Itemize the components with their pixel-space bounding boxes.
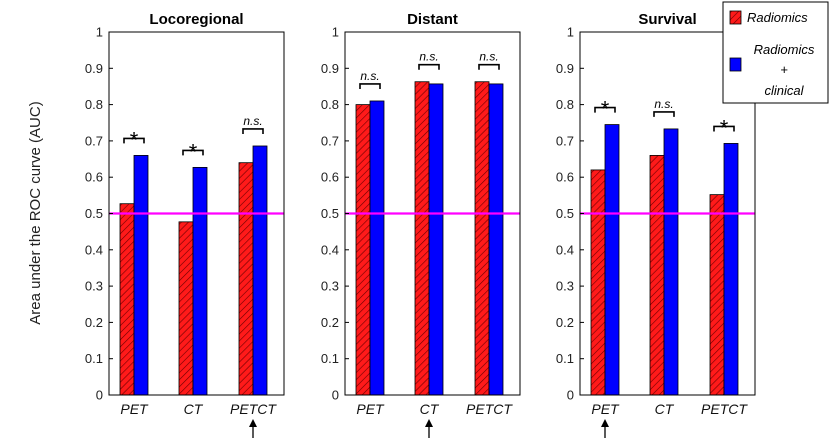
y-axis-label: Area under the ROC curve (AUC) xyxy=(27,101,44,324)
bar-radiomics xyxy=(414,81,430,396)
y-tick-label: 1 xyxy=(96,25,103,40)
legend-swatch-radiomics xyxy=(729,10,742,25)
panel-1: * PET * CT n.s. PETCT 0 0.1 0.2 0.3 0.4 0.5 0.6 0.7 0.… xyxy=(85,11,285,438)
legend-label-radiomics: Radiomics xyxy=(747,10,808,25)
bar-radiomics-clinical xyxy=(488,83,504,396)
panel-2: n.s. PET n.s. CT n.s. PETCT 0 0.1 0.2 0.3 0.4 0.5 0.… xyxy=(321,11,521,438)
y-tick-label: 0.3 xyxy=(556,279,574,294)
significance-bracket xyxy=(713,125,735,132)
y-tick-label: 0.8 xyxy=(321,97,339,112)
y-tick-label: 0.4 xyxy=(85,242,103,257)
bar-radiomics-clinical xyxy=(604,124,620,396)
significance-label: * xyxy=(601,97,610,122)
y-tick-label: 0.3 xyxy=(85,279,103,294)
significance-label: n.s. xyxy=(360,69,379,83)
y-tick-label: 0 xyxy=(567,388,574,403)
y-tick-label: 0.3 xyxy=(321,279,339,294)
bar-radiomics xyxy=(649,155,665,396)
y-tick-label: 0.5 xyxy=(85,206,103,221)
y-tick-label: 1 xyxy=(567,25,574,40)
y-tick-label: 0.6 xyxy=(85,170,103,185)
bar-radiomics-clinical xyxy=(133,155,149,396)
bar-radiomics xyxy=(355,104,371,396)
panel-title: Survival xyxy=(638,11,696,28)
bar-radiomics-clinical xyxy=(723,143,739,396)
bar-radiomics xyxy=(590,169,606,396)
bar-radiomics-clinical xyxy=(252,145,268,396)
y-tick-label: 0.1 xyxy=(321,351,339,366)
significance-label: * xyxy=(720,115,729,140)
y-tick-label: 0.5 xyxy=(321,206,339,221)
significance-label: * xyxy=(130,127,139,152)
y-tick-label: 0.4 xyxy=(321,242,339,257)
bar-radiomics-clinical xyxy=(192,166,208,396)
arrow-head-icon xyxy=(249,419,257,427)
y-tick-label: 0 xyxy=(332,388,339,403)
x-tick-label: PET xyxy=(356,401,385,417)
significance-bracket xyxy=(123,137,145,144)
y-tick-label: 0.7 xyxy=(556,133,574,148)
x-tick-label: CT xyxy=(420,401,440,417)
y-tick-label: 0.9 xyxy=(556,61,574,76)
panel-title: Distant xyxy=(407,11,458,28)
y-tick-label: 0.8 xyxy=(85,97,103,112)
significance-bracket xyxy=(653,111,675,117)
x-tick-label: PETCT xyxy=(466,401,513,417)
significance-label: n.s. xyxy=(419,50,438,64)
bar-radiomics xyxy=(238,162,254,396)
legend-label-radiomics-clinical: Radiomics xyxy=(754,42,815,57)
bar-radiomics-clinical xyxy=(369,100,385,396)
x-tick-label: CT xyxy=(655,401,675,417)
bar-radiomics-clinical xyxy=(663,128,679,396)
y-tick-label: 0.9 xyxy=(85,61,103,76)
panel-title: Locoregional xyxy=(149,11,243,28)
y-tick-label: 0.4 xyxy=(556,242,574,257)
y-tick-label: 0.6 xyxy=(321,170,339,185)
significance-label: n.s. xyxy=(243,114,262,128)
x-tick-label: CT xyxy=(184,401,204,417)
x-tick-label: PET xyxy=(120,401,149,417)
panel-3: * PET n.s. CT * PETCT 0 0.1 0.2 0.3 0.4 0.5 0.6 0.7 0.… xyxy=(556,11,756,438)
y-tick-label: 0.7 xyxy=(85,133,103,148)
y-tick-label: 0.2 xyxy=(556,315,574,330)
y-tick-label: 0.7 xyxy=(321,133,339,148)
significance-bracket xyxy=(359,83,381,89)
y-tick-label: 0.9 xyxy=(321,61,339,76)
bar-radiomics xyxy=(178,221,194,396)
y-tick-label: 0.5 xyxy=(556,206,574,221)
significance-bracket xyxy=(478,63,500,70)
x-tick-label: PETCT xyxy=(230,401,277,417)
significance-label: n.s. xyxy=(479,50,498,64)
legend-label-radiomics-clinical: clinical xyxy=(764,83,804,98)
significance-bracket xyxy=(418,63,440,70)
bar-radiomics-clinical xyxy=(428,83,444,396)
y-tick-label: 0.1 xyxy=(556,351,574,366)
y-tick-label: 0 xyxy=(96,388,103,403)
arrow-head-icon xyxy=(425,419,433,427)
legend: Radiomics Radiomics + clinical xyxy=(722,1,829,104)
bar-radiomics xyxy=(119,203,135,396)
x-tick-label: PET xyxy=(591,401,620,417)
significance-label: * xyxy=(189,139,198,164)
y-tick-label: 0.1 xyxy=(85,351,103,366)
y-tick-label: 0.2 xyxy=(321,315,339,330)
significance-bracket xyxy=(594,106,616,113)
y-tick-label: 0.8 xyxy=(556,97,574,112)
bar-radiomics xyxy=(709,194,725,396)
arrow-head-icon xyxy=(601,419,609,427)
legend-swatch-radiomics-clinical xyxy=(729,57,742,72)
y-tick-label: 0.6 xyxy=(556,170,574,185)
significance-bracket xyxy=(242,128,264,134)
y-tick-label: 0.2 xyxy=(85,315,103,330)
x-tick-label: PETCT xyxy=(701,401,748,417)
significance-label: n.s. xyxy=(654,97,673,111)
legend-label-radiomics-clinical: + xyxy=(780,62,788,77)
significance-bracket xyxy=(182,149,204,156)
y-tick-label: 1 xyxy=(332,25,339,40)
bar-radiomics xyxy=(474,81,490,396)
